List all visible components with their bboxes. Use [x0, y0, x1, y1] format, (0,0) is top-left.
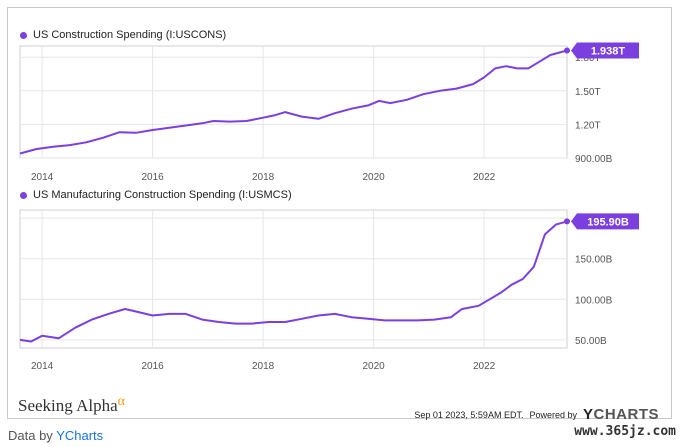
y-tick-label-top: 1.20T [575, 120, 601, 131]
x-tick-label-top: 2016 [141, 172, 164, 183]
plot-area-bottom [19, 209, 568, 349]
legend-label-bottom: US Manufacturing Construction Spending (… [33, 189, 292, 201]
legend-dot-icon [20, 31, 27, 39]
y-tick-label-bottom: 50.00B [575, 336, 607, 347]
value-tag-label-top: 1.938T [591, 45, 626, 57]
ycharts-y: Y [582, 406, 594, 423]
brand-name: Seeking Alpha [18, 396, 118, 415]
legend-bottom: US Manufacturing Construction Spending (… [20, 189, 292, 201]
x-tick-label-top: 2020 [362, 172, 385, 183]
x-tick-label-bottom: 2018 [252, 361, 275, 372]
x-tick-label-top: 2014 [31, 172, 54, 183]
chart-footer: Sep 01 2023, 5:59AM EDT. Powered by YCHA… [414, 406, 659, 423]
y-tick-label-bottom: 150.00B [575, 255, 613, 266]
ycharts-link[interactable]: YCharts [56, 428, 104, 443]
value-tag-bottom [571, 213, 639, 230]
timestamp: Sep 01 2023, 5:59AM EDT. [414, 409, 524, 420]
ycharts-logo[interactable]: YCHARTS [583, 406, 659, 423]
legend-dot-icon [20, 191, 27, 199]
alpha-icon: α [117, 394, 125, 409]
x-tick-label-bottom: 2020 [362, 361, 385, 372]
series-line-top [19, 49, 568, 155]
last-point-top [564, 47, 570, 54]
legend-top: US Construction Spending (I:USCONS) [20, 29, 226, 41]
x-tick-label-bottom: 2022 [473, 361, 496, 372]
watermark: www.365jz.com [574, 424, 676, 439]
plot-area-top [19, 45, 568, 159]
x-tick-label-bottom: 2014 [31, 361, 54, 372]
x-tick-label-bottom: 2016 [141, 361, 164, 372]
powered-by-label: Powered by [529, 409, 577, 420]
series-line-bottom [19, 220, 568, 343]
last-point-bottom [564, 218, 570, 225]
x-tick-label-top: 2022 [473, 172, 496, 183]
ycharts-rest: CHARTS [593, 406, 659, 423]
value-tag-top [571, 42, 639, 59]
value-tag-label-bottom: 195.90B [587, 216, 629, 228]
chart-frame: 2014 2016 2018 2020 2022 900.00B 1.20T 1.50T 1.8… [7, 7, 672, 423]
attribution: Data by YCharts [8, 428, 103, 443]
y-tick-label-top: 1.80T [575, 53, 601, 64]
y-tick-label-top: 1.50T [575, 87, 601, 98]
x-tick-label-top: 2018 [252, 172, 275, 183]
legend-label-top: US Construction Spending (I:USCONS) [33, 29, 227, 41]
chart-canvas: 2014 2016 2018 2020 2022 900.00B 1.20T 1.50T 1.8… [19, 42, 639, 372]
y-tick-label-bottom: 100.00B [575, 295, 613, 306]
y-tick-label-top: 900.00B [575, 154, 613, 165]
seeking-alpha-logo[interactable]: Seeking Alphaα [18, 394, 125, 416]
attribution-prefix: Data by [8, 428, 53, 443]
